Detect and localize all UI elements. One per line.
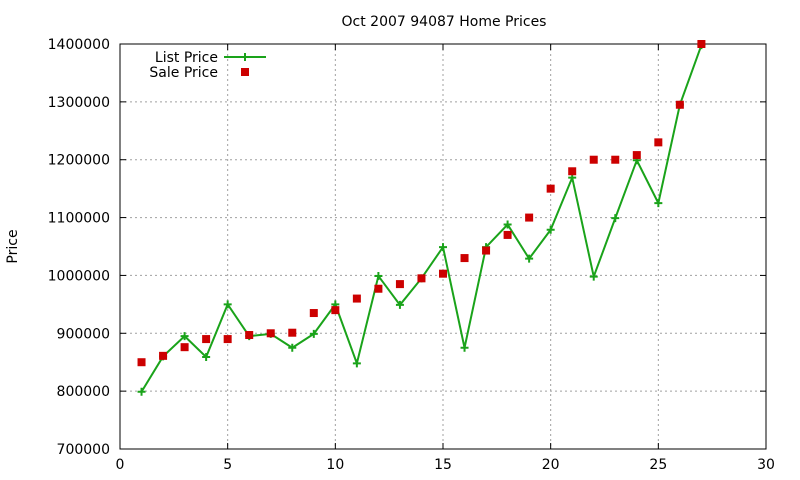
y-tick-label: 1100000 xyxy=(48,211,110,227)
sale-price-point xyxy=(525,213,534,222)
x-tick-label: 20 xyxy=(542,457,560,473)
sale-price-point xyxy=(460,254,469,263)
sale-price-point xyxy=(632,151,641,160)
list-price-point xyxy=(374,272,383,281)
sale-price-point xyxy=(439,269,447,278)
x-tick-label: 10 xyxy=(326,457,344,473)
list-price-point xyxy=(611,214,620,223)
ticks: 0 5 10 15 20 25 30 700000 800000 900000 1000000 110… xyxy=(48,37,775,473)
list-price-point xyxy=(395,300,404,309)
list-price-point xyxy=(503,220,512,229)
list-price-point xyxy=(309,329,318,338)
sale-price-point xyxy=(223,335,232,344)
sale-price-point xyxy=(697,40,706,48)
y-tick-label: 800000 xyxy=(57,384,110,400)
y-tick-label: 1300000 xyxy=(48,95,110,111)
sale-price-point xyxy=(482,246,491,255)
legend-label-sale-price: Sale Price xyxy=(149,65,218,81)
series xyxy=(137,40,706,396)
y-tick-label: 1400000 xyxy=(48,37,110,53)
sale-price-point xyxy=(589,155,598,164)
list-price-point xyxy=(202,353,211,362)
sale-price-point xyxy=(374,284,383,293)
x-tick-label: 30 xyxy=(757,457,775,473)
legend-marker-list-price xyxy=(241,53,249,61)
y-axis-label: Price xyxy=(5,229,21,263)
list-price-point xyxy=(439,243,447,252)
sale-price-point xyxy=(309,309,318,318)
list-price-point xyxy=(546,225,555,234)
y-tick-label: 900000 xyxy=(57,326,110,342)
sale-price-point xyxy=(245,331,254,340)
sale-price-point xyxy=(395,280,404,289)
sale-price-point xyxy=(352,294,361,303)
sale-price-point xyxy=(611,155,620,164)
x-tick-label: 25 xyxy=(649,457,667,473)
chart-title: Oct 2007 94087 Home Prices xyxy=(342,14,547,30)
list-price-point xyxy=(223,300,232,309)
x-tick-label: 5 xyxy=(223,457,232,473)
sale-price-point xyxy=(159,351,168,360)
x-tick-label: 15 xyxy=(434,457,452,473)
sale-price-point xyxy=(675,100,684,109)
sale-price-point xyxy=(137,358,146,367)
list-price-point xyxy=(589,272,598,281)
list-price-point xyxy=(460,343,469,352)
legend-swatch-sale-price xyxy=(241,68,249,76)
legend-label-list-price: List Price xyxy=(155,50,218,66)
sale-price-point xyxy=(180,343,189,352)
sale-price-point xyxy=(503,230,512,239)
list-price-point xyxy=(180,332,189,341)
sale-price-point xyxy=(288,328,297,337)
y-tick-label: 1200000 xyxy=(48,153,110,169)
sale-price-point xyxy=(202,335,211,344)
sale-price-point xyxy=(331,306,340,315)
sale-price-point xyxy=(568,167,577,176)
list-price-point xyxy=(525,254,534,263)
list-price-point xyxy=(288,343,297,352)
list-price-point xyxy=(654,199,663,208)
sale-price-point xyxy=(417,274,426,283)
y-tick-label: 1000000 xyxy=(48,268,110,284)
list-price-point xyxy=(137,387,146,396)
sale-price-point xyxy=(654,138,663,147)
sale-price-point xyxy=(546,184,555,193)
y-tick-label: 700000 xyxy=(57,442,110,458)
x-tick-label: 0 xyxy=(116,457,125,473)
sale-price-point xyxy=(266,329,275,338)
list-price-point xyxy=(352,359,361,368)
